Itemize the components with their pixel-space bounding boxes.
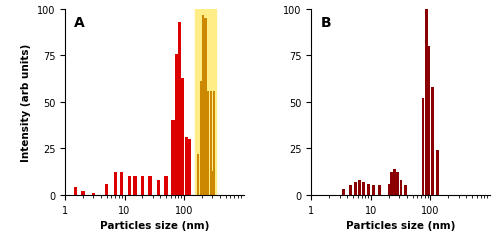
Bar [185,138,188,195]
Bar [120,173,124,195]
Bar [378,186,381,195]
Bar [134,176,136,195]
Bar [178,23,182,195]
Bar [342,190,345,195]
Bar [436,150,438,195]
Bar [207,92,210,195]
Bar [210,92,212,195]
Bar [390,173,392,195]
Bar [394,169,396,195]
Bar [422,99,424,195]
Bar [175,54,178,195]
Bar [358,180,361,195]
Bar [202,16,204,195]
Bar [212,171,214,195]
Bar [204,19,206,195]
Bar [400,180,402,195]
Bar [164,176,168,195]
Bar [396,173,399,195]
Bar [425,10,428,195]
Bar [354,182,357,195]
Bar [181,78,184,195]
Bar [148,176,152,195]
Y-axis label: Intensity (arb units): Intensity (arb units) [22,44,32,162]
Bar [74,188,77,195]
Bar [372,186,374,195]
Text: A: A [74,16,85,30]
X-axis label: Particles size (nm): Particles size (nm) [100,220,209,230]
Bar [213,92,215,195]
Bar [404,186,406,195]
Bar [92,193,95,195]
Bar [171,121,174,195]
Bar [362,182,365,195]
Bar [188,140,192,195]
Bar [114,173,117,195]
Text: B: B [320,16,331,30]
Bar [194,10,216,195]
X-axis label: Particles size (nm): Particles size (nm) [346,220,456,230]
Bar [140,176,144,195]
Bar [156,180,160,195]
Bar [200,82,202,195]
Bar [367,184,370,195]
Bar [196,154,199,195]
Bar [388,184,390,195]
Bar [428,47,430,195]
Bar [349,186,352,195]
Bar [128,176,131,195]
Bar [431,88,434,195]
Bar [81,191,84,195]
Bar [105,184,108,195]
